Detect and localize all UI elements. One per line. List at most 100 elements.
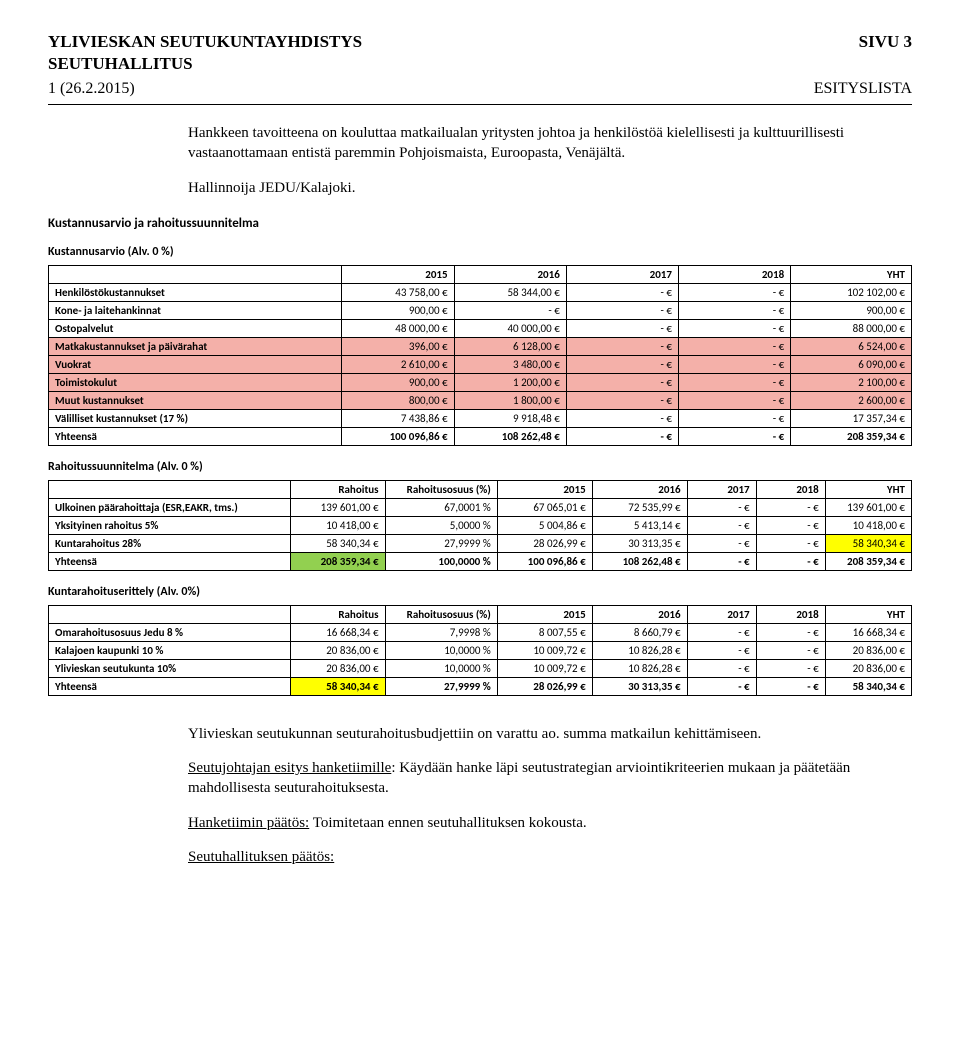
cell-value: - € <box>566 355 678 373</box>
column-header: 2018 <box>756 480 825 498</box>
cell-value: 28 026,99 € <box>497 534 592 552</box>
cell-value: - € <box>756 552 825 570</box>
table-row: Vuokrat2 610,00 €3 480,00 €- €- €6 090,0… <box>49 355 912 373</box>
table-row: Muut kustannukset800,00 €1 800,00 €- €- … <box>49 391 912 409</box>
table2-title: Rahoitussuunnitelma (Alv. 0 %) <box>48 460 912 474</box>
column-header: Rahoitusosuus (%) <box>385 480 497 498</box>
doc-type: ESITYSLISTA <box>814 80 912 98</box>
budget-note: Ylivieskan seutukunnan seuturahoitusbudj… <box>188 724 902 744</box>
cell-value: 20 836,00 € <box>290 659 385 677</box>
cell-value: - € <box>566 319 678 337</box>
cell-value: 72 535,99 € <box>592 498 687 516</box>
cell-value: 67,0001 % <box>385 498 497 516</box>
column-header: 2017 <box>687 605 756 623</box>
cell-value: 27,9999 % <box>385 677 497 695</box>
table-row: Ostopalvelut48 000,00 €40 000,00 €- €- €… <box>49 319 912 337</box>
cell-value: 108 262,48 € <box>454 427 566 445</box>
column-header: 2016 <box>592 605 687 623</box>
cell-value: 8 660,79 € <box>592 623 687 641</box>
cell-value: 10 826,28 € <box>592 641 687 659</box>
cell-value: 2 100,00 € <box>791 373 912 391</box>
cell-value: - € <box>678 337 790 355</box>
cell-value: 800,00 € <box>342 391 454 409</box>
table-row: Ylivieskan seutukunta 10%20 836,00 €10,0… <box>49 659 912 677</box>
cell-value: 10 009,72 € <box>497 641 592 659</box>
cell-value: 10 826,28 € <box>592 659 687 677</box>
cell-value: 900,00 € <box>342 373 454 391</box>
table-row: Kuntarahoitus 28% 58 340,34 € 27,9999 %28 … <box>49 534 912 552</box>
row-label: Kuntarahoitus 28% <box>49 534 291 552</box>
cell-value: - € <box>687 677 756 695</box>
proposal-label: Seutujohtajan esitys hanketiimille <box>188 760 391 776</box>
cell-value: - € <box>566 427 678 445</box>
cell-value: - € <box>566 409 678 427</box>
cell-value: - € <box>566 391 678 409</box>
cell-value: 58 340,34 € <box>290 677 385 695</box>
column-header: Rahoitus <box>290 605 385 623</box>
cell-value: 5 004,86 € <box>497 516 592 534</box>
table1-title: Kustannusarvio (Alv. 0 %) <box>48 245 912 259</box>
meeting-date: 1 (26.2.2015) <box>48 80 135 98</box>
cell-value: 139 601,00 € <box>290 498 385 516</box>
table-row: Ulkoinen päärahoittaja (ESR,EAKR, tms.)1… <box>49 498 912 516</box>
cell-value: 2 610,00 € <box>342 355 454 373</box>
table-row: Omarahoitusosuus Jedu 8 %16 668,34 €7,99… <box>49 623 912 641</box>
cell-value: 6 128,00 € <box>454 337 566 355</box>
municipal-financing-table: RahoitusRahoitusosuus (%)201520162017201… <box>48 605 912 696</box>
column-header: 2016 <box>454 265 566 283</box>
cell-value: 2 600,00 € <box>791 391 912 409</box>
table-row: Toimistokulut900,00 €1 200,00 €- €- €2 1… <box>49 373 912 391</box>
cell-value: 900,00 € <box>342 301 454 319</box>
cell-value: 17 357,34 € <box>791 409 912 427</box>
cell-value: - € <box>756 641 825 659</box>
cell-value: 100 096,86 € <box>497 552 592 570</box>
cell-value: 30 313,35 € <box>592 677 687 695</box>
cell-value: 30 313,35 € <box>592 534 687 552</box>
page-number: SIVU 3 <box>859 32 912 52</box>
cell-value: 8 007,55 € <box>497 623 592 641</box>
intro-paragraph: Hankkeen tavoitteena on kouluttaa matkai… <box>188 123 902 164</box>
cell-value: - € <box>566 301 678 319</box>
cell-value: 396,00 € <box>342 337 454 355</box>
column-header: YHT <box>825 480 911 498</box>
row-label: Kone- ja laitehankinnat <box>49 301 342 319</box>
cell-value: 1 200,00 € <box>454 373 566 391</box>
cell-value: - € <box>756 498 825 516</box>
cell-value: - € <box>687 659 756 677</box>
table-row: Yhteensä208 359,34 €100,0000 %100 096,86… <box>49 552 912 570</box>
cell-value: 108 262,48 € <box>592 552 687 570</box>
row-label: Muut kustannukset <box>49 391 342 409</box>
cell-value: 102 102,00 € <box>791 283 912 301</box>
cell-value: 10 009,72 € <box>497 659 592 677</box>
team-decision-text: Toimitetaan ennen seutuhallituksen kokou… <box>309 815 586 831</box>
cell-value: 100 096,86 € <box>342 427 454 445</box>
admin-paragraph: Hallinnoija JEDU/Kalajoki. <box>188 178 902 198</box>
cell-value: 16 668,34 € <box>825 623 911 641</box>
cell-value: 5,0000 % <box>385 516 497 534</box>
cell-value: 7 438,86 € <box>342 409 454 427</box>
cell-value: 900,00 € <box>791 301 912 319</box>
cell-value: - € <box>566 373 678 391</box>
row-label: Vuokrat <box>49 355 342 373</box>
section-title: Kustannusarvio ja rahoitussuunnitelma <box>48 216 912 231</box>
cell-value: - € <box>678 301 790 319</box>
cell-value: 58 340,34 € <box>825 534 911 552</box>
cell-value: 10,0000 % <box>385 641 497 659</box>
row-label: Omarahoitusosuus Jedu 8 % <box>49 623 291 641</box>
cell-value: 40 000,00 € <box>454 319 566 337</box>
cell-value: - € <box>678 391 790 409</box>
meta-line: 1 (26.2.2015) ESITYSLISTA <box>48 80 912 105</box>
cell-value: 43 758,00 € <box>342 283 454 301</box>
cell-value: - € <box>687 623 756 641</box>
column-header: Rahoitusosuus (%) <box>385 605 497 623</box>
column-header: 2015 <box>497 480 592 498</box>
cell-value: 10,0000 % <box>385 659 497 677</box>
cell-value: - € <box>678 283 790 301</box>
cell-value: 20 836,00 € <box>825 659 911 677</box>
row-label: Kalajoen kaupunki 10 % <box>49 641 291 659</box>
cell-value: 10 418,00 € <box>825 516 911 534</box>
cell-value: - € <box>756 659 825 677</box>
row-label: Matkakustannukset ja päivärahat <box>49 337 342 355</box>
org-name: YLIVIESKAN SEUTUKUNTAYHDISTYS <box>48 32 362 52</box>
cell-value: 27,9999 % <box>385 534 497 552</box>
